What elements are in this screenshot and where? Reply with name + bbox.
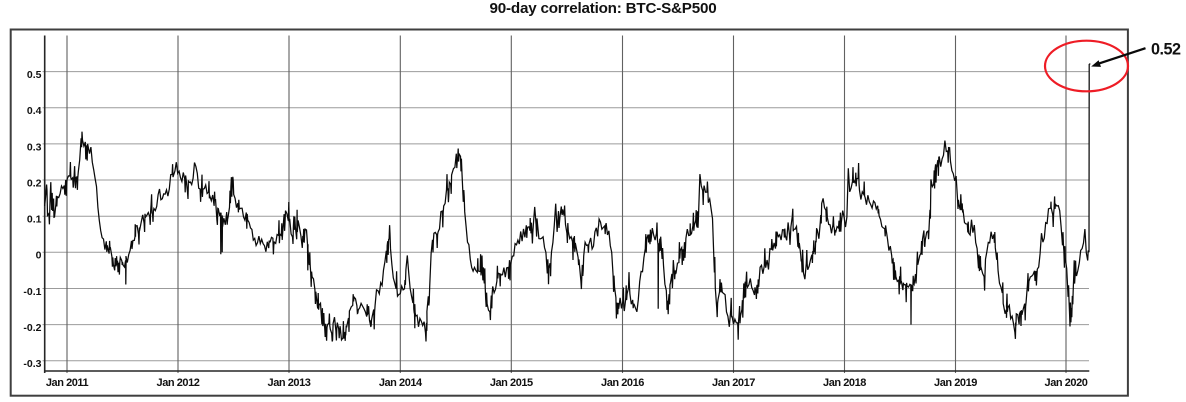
svg-text:-0.2: -0.2	[23, 322, 41, 334]
svg-text:0.3: 0.3	[27, 141, 42, 153]
svg-text:Jan 2020: Jan 2020	[1045, 377, 1088, 389]
svg-text:Jan 2016: Jan 2016	[601, 377, 644, 389]
svg-text:0.5: 0.5	[27, 69, 42, 81]
svg-text:-0.3: -0.3	[23, 358, 41, 370]
svg-text:Jan 2019: Jan 2019	[934, 377, 977, 389]
svg-text:-0.1: -0.1	[23, 286, 41, 298]
svg-text:0.4: 0.4	[27, 105, 42, 117]
svg-text:Jan 2011: Jan 2011	[46, 377, 89, 389]
svg-text:0.2: 0.2	[27, 177, 42, 189]
svg-text:Jan 2012: Jan 2012	[157, 377, 200, 389]
svg-text:0.52: 0.52	[1151, 41, 1181, 59]
svg-text:Jan 2013: Jan 2013	[268, 377, 311, 389]
svg-text:0: 0	[36, 250, 42, 262]
svg-text:Jan 2017: Jan 2017	[712, 377, 755, 389]
svg-text:90-day correlation: BTC-S&P500: 90-day correlation: BTC-S&P500	[490, 0, 717, 17]
svg-text:0.1: 0.1	[27, 214, 42, 226]
svg-text:Jan 2015: Jan 2015	[490, 377, 533, 389]
svg-text:Jan 2014: Jan 2014	[379, 377, 423, 389]
svg-text:Jan 2018: Jan 2018	[823, 377, 866, 389]
